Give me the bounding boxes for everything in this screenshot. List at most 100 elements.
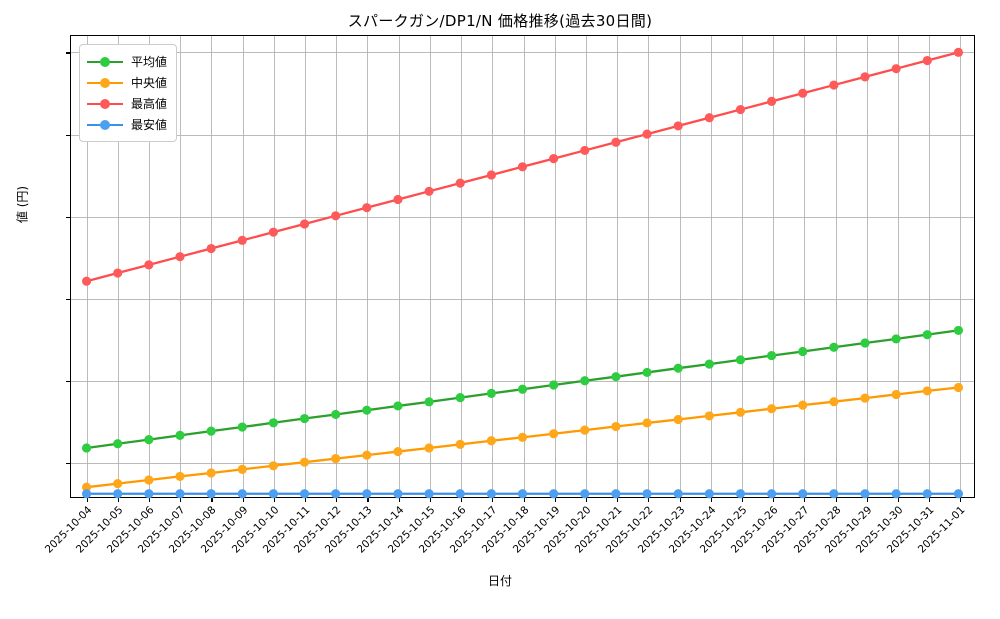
data-point xyxy=(362,450,372,460)
gridline-horizontal xyxy=(71,216,974,218)
data-point xyxy=(424,489,434,499)
data-point xyxy=(206,243,216,254)
data-point xyxy=(362,405,372,415)
data-point xyxy=(580,376,590,386)
plot-area: 平均値中央値最高値最安値 xyxy=(66,35,975,502)
data-point xyxy=(922,330,932,340)
gridline-vertical xyxy=(648,36,650,497)
data-point xyxy=(362,489,372,499)
gridline-vertical xyxy=(336,36,338,497)
legend-item-4[interactable]: 最安値 xyxy=(87,114,167,135)
gridline-vertical xyxy=(242,36,244,497)
gridline-vertical xyxy=(679,36,681,497)
x-tick-mark xyxy=(773,497,775,502)
data-point xyxy=(362,203,372,213)
data-point xyxy=(735,355,746,365)
data-point xyxy=(549,489,559,499)
data-point xyxy=(767,351,777,361)
gridline-vertical xyxy=(554,36,556,497)
data-point xyxy=(175,489,185,499)
x-tick-mark xyxy=(86,497,88,502)
data-point xyxy=(922,386,932,396)
data-point xyxy=(393,489,403,499)
data-point xyxy=(798,88,808,98)
data-point xyxy=(549,154,559,164)
data-point xyxy=(860,338,870,348)
data-point xyxy=(611,137,621,147)
data-point xyxy=(237,489,247,499)
data-point xyxy=(767,96,777,106)
data-point xyxy=(517,384,528,394)
x-tick-mark xyxy=(617,497,619,502)
data-point xyxy=(455,393,465,403)
data-point xyxy=(891,489,901,499)
data-point xyxy=(704,489,714,499)
data-point xyxy=(113,268,123,278)
data-point xyxy=(268,227,278,237)
x-tick-mark xyxy=(804,497,806,502)
x-tick-mark xyxy=(710,497,712,502)
data-point xyxy=(673,363,683,373)
gridline-horizontal xyxy=(71,462,974,464)
gridline-vertical xyxy=(492,36,494,497)
data-point xyxy=(704,113,714,123)
data-point xyxy=(81,489,92,499)
gridline-vertical xyxy=(866,36,868,497)
legend-label: 最高値 xyxy=(131,97,168,111)
series-2 xyxy=(81,382,964,492)
data-point xyxy=(735,407,746,417)
chart-title: スパークガン/DP1/N 価格推移(過去30日間) xyxy=(347,12,653,30)
data-point xyxy=(891,64,901,74)
data-point xyxy=(611,489,621,499)
x-tick-mark xyxy=(398,497,400,502)
data-point xyxy=(735,104,746,115)
x-tick-mark xyxy=(554,497,556,502)
data-point xyxy=(299,489,310,499)
x-tick-mark xyxy=(492,497,494,502)
y-tick-mark xyxy=(66,298,71,300)
data-point xyxy=(268,418,278,428)
data-point xyxy=(113,439,123,449)
data-point xyxy=(517,432,528,442)
x-tick-mark xyxy=(149,497,151,502)
legend-item-2[interactable]: 中央値 xyxy=(87,72,167,93)
x-tick-mark xyxy=(835,497,837,502)
data-point xyxy=(673,489,683,499)
data-point xyxy=(767,404,777,414)
gridline-horizontal xyxy=(71,298,974,300)
gridline-vertical xyxy=(398,36,400,497)
data-point xyxy=(237,464,247,474)
legend-item-3[interactable]: 最高値 xyxy=(87,93,167,114)
x-tick-mark xyxy=(461,497,463,502)
x-tick-mark xyxy=(242,497,244,502)
data-point xyxy=(331,454,341,464)
data-point xyxy=(860,72,870,82)
x-tick-mark xyxy=(273,497,275,502)
legend-label: 中央値 xyxy=(131,76,168,90)
data-point xyxy=(642,129,652,139)
gridline-horizontal xyxy=(71,52,974,54)
gridline-vertical xyxy=(773,36,775,497)
data-point xyxy=(953,325,964,336)
data-point xyxy=(580,145,590,156)
data-point xyxy=(953,47,964,57)
gridline-vertical xyxy=(585,36,587,497)
series-4 xyxy=(81,489,964,499)
data-point xyxy=(331,489,341,499)
gridline-vertical xyxy=(617,36,619,497)
gridline-vertical xyxy=(897,36,899,497)
legend-marker-icon xyxy=(87,118,123,132)
data-point xyxy=(580,425,590,435)
x-axis-label: 日付 xyxy=(487,574,512,588)
gridline-vertical xyxy=(804,36,806,497)
x-tick-mark xyxy=(336,497,338,502)
series-3 xyxy=(81,47,964,286)
data-point xyxy=(237,422,247,432)
legend-item-1[interactable]: 平均値 xyxy=(87,51,167,72)
x-tick-mark xyxy=(960,497,962,502)
gridline-vertical xyxy=(929,36,931,497)
gridline-vertical xyxy=(86,36,88,497)
data-point xyxy=(798,346,808,357)
series-1 xyxy=(81,325,964,453)
data-point xyxy=(424,186,434,196)
